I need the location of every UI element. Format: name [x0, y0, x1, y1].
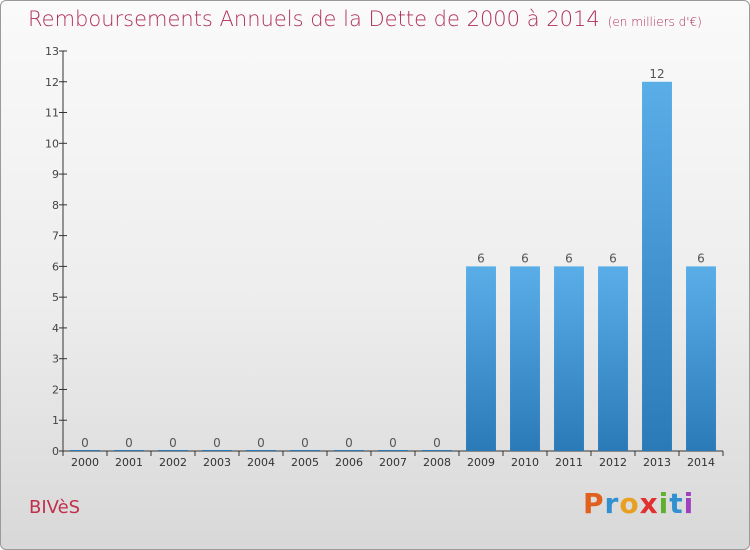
logo-letter: i [658, 487, 670, 520]
data-label: 6 [477, 251, 485, 265]
y-tick-label: 1 [52, 414, 59, 427]
y-tick-label: 7 [52, 230, 59, 243]
data-label: 0 [389, 436, 397, 450]
bar [686, 266, 716, 451]
x-tick-label: 2010 [511, 456, 539, 469]
y-tick-label: 11 [45, 107, 59, 120]
logo-letter: t [669, 487, 684, 520]
chart-unit: (en milliers d'€) [607, 15, 702, 29]
y-tick-label: 4 [52, 322, 59, 335]
chart-title: Remboursements Annuels de la Dette de 20… [28, 7, 702, 31]
data-label: 6 [565, 251, 573, 265]
logo-letter: P [583, 487, 605, 520]
data-label: 6 [697, 251, 705, 265]
data-label: 6 [521, 251, 529, 265]
proxiti-logo: Proxiti [583, 487, 694, 520]
logo-letter: x [639, 487, 659, 520]
x-tick-label: 2000 [71, 456, 99, 469]
logo-letter: o [619, 487, 640, 520]
x-tick-label: 2003 [203, 456, 231, 469]
x-tick-label: 2014 [687, 456, 715, 469]
commune-name: BIVèS [29, 497, 81, 518]
y-tick-label: 9 [52, 168, 59, 181]
chart-title-text: Remboursements Annuels de la Dette de 20… [28, 7, 600, 31]
data-label: 12 [649, 67, 664, 81]
data-label: 0 [345, 436, 353, 450]
data-label: 6 [609, 251, 617, 265]
data-label: 0 [213, 436, 221, 450]
data-label: 0 [125, 436, 133, 450]
y-tick-label: 8 [52, 199, 59, 212]
x-tick-label: 2011 [555, 456, 583, 469]
data-label: 0 [301, 436, 309, 450]
data-label: 0 [433, 436, 441, 450]
y-tick-label: 2 [52, 383, 59, 396]
data-label: 0 [81, 436, 89, 450]
x-tick-label: 2009 [467, 456, 495, 469]
y-tick-label: 6 [52, 260, 59, 273]
x-tick-label: 2001 [115, 456, 143, 469]
x-tick-label: 2006 [335, 456, 363, 469]
y-tick-label: 3 [52, 353, 59, 366]
y-tick-label: 10 [45, 137, 59, 150]
y-tick-label: 0 [52, 445, 59, 458]
data-label: 0 [257, 436, 265, 450]
y-tick-label: 12 [45, 76, 59, 89]
bar [466, 266, 496, 451]
x-tick-label: 2013 [643, 456, 671, 469]
x-tick-label: 2012 [599, 456, 627, 469]
data-label: 0 [169, 436, 177, 450]
bar [510, 266, 540, 451]
bar [598, 266, 628, 451]
x-tick-label: 2008 [423, 456, 451, 469]
bar [642, 81, 672, 452]
x-tick-label: 2004 [247, 456, 275, 469]
y-tick-label: 5 [52, 291, 59, 304]
y-tick-label: 13 [45, 45, 59, 58]
logo-letter: i [683, 487, 695, 520]
bar [554, 266, 584, 451]
x-tick-label: 2007 [379, 456, 407, 469]
x-tick-label: 2005 [291, 456, 319, 469]
logo-letter: r [604, 487, 620, 520]
x-tick-label: 2002 [159, 456, 187, 469]
